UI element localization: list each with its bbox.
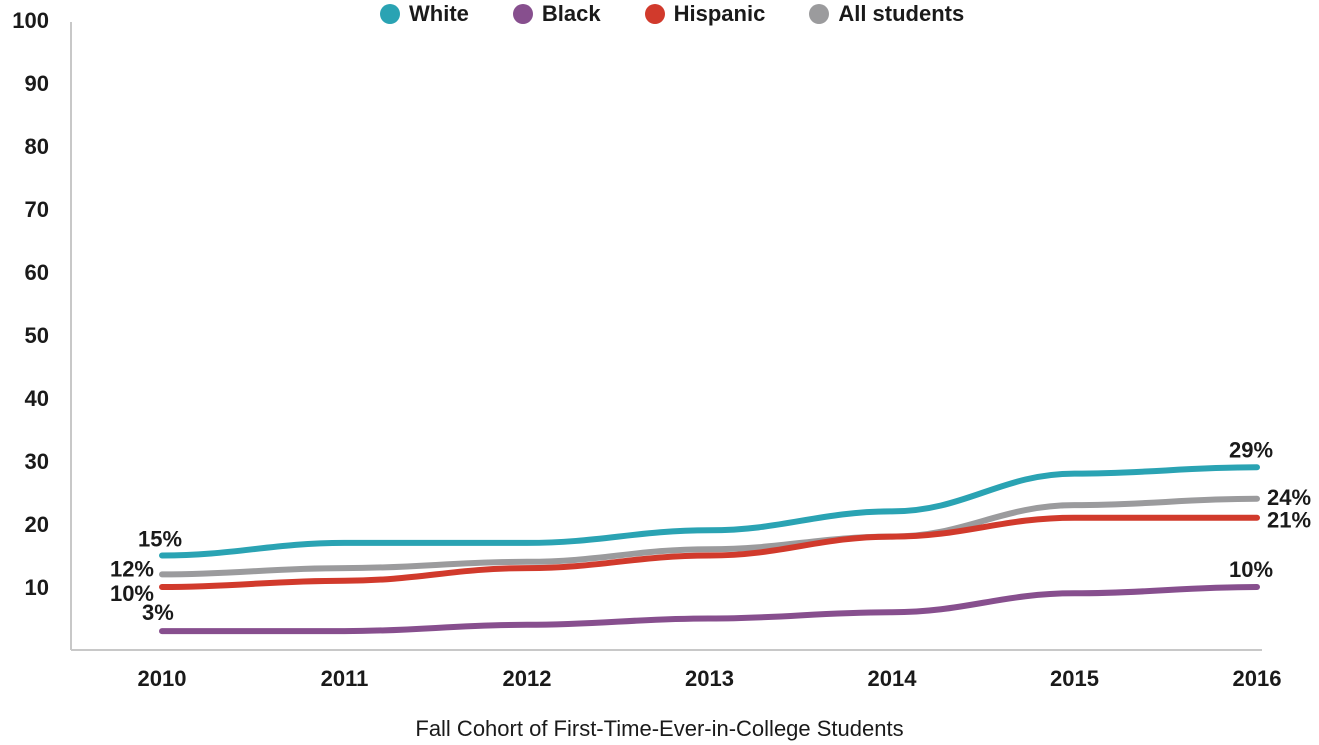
all-start-label: 12% [110,556,154,581]
x-tick-label: 2010 [138,666,187,691]
hispanic-end-label: 21% [1267,508,1311,533]
black-end-label: 10% [1229,557,1273,582]
white-line [159,464,1260,559]
all-students-line [159,495,1260,578]
legend-label-hispanic: Hispanic [673,1,766,26]
legend-item-all-students: All students [809,1,964,27]
series-lines [159,464,1260,635]
legend-label-black: Black [541,1,601,26]
legend-item-white: White [380,1,469,27]
y-tick-label: 20 [25,512,49,537]
legend-swatch-all-students [809,4,830,24]
y-tick-label: 30 [25,449,49,474]
chart-legend: White Black Hispanic All students [380,0,1008,28]
hispanic-start-label: 10% [110,581,154,606]
y-tick-label: 40 [25,386,49,411]
y-tick-label: 50 [25,323,49,348]
legend-swatch-hispanic [644,4,665,24]
x-tick-label: 2014 [868,666,918,691]
y-tick-label: 10 [25,575,49,600]
y-axis-ticks: 100 90 80 70 60 50 40 30 20 10 [12,8,49,600]
legend-item-black: Black [512,1,601,27]
y-tick-label: 80 [25,134,49,159]
all-end-label: 24% [1267,485,1311,510]
x-tick-label: 2016 [1233,666,1282,691]
x-axis-title: Fall Cohort of First-Time-Ever-in-Colleg… [415,716,904,741]
white-end-label: 29% [1229,437,1273,462]
black-start-label: 3% [142,600,174,625]
y-tick-label: 70 [25,197,49,222]
black-line [159,584,1260,635]
white-start-label: 15% [138,527,182,552]
legend-label-all-students: All students [838,1,965,26]
y-tick-label: 90 [25,71,49,96]
x-tick-label: 2011 [321,666,369,691]
legend-swatch-white [380,4,400,24]
legend-item-hispanic: Hispanic [644,1,766,27]
data-labels: 15% 29% 12% 24% 10% 21% 3% 10% [110,437,1311,625]
x-tick-label: 2012 [503,666,552,691]
y-tick-label: 60 [25,260,49,285]
legend-label-white: White [409,1,469,26]
hispanic-line [159,514,1260,590]
x-axis-ticks: 2010 2011 2012 2013 2014 2015 2016 [138,666,1282,691]
x-tick-label: 2015 [1050,666,1099,691]
x-tick-label: 2013 [685,666,734,691]
y-tick-label: 100 [12,8,49,33]
legend-swatch-black [512,4,533,24]
